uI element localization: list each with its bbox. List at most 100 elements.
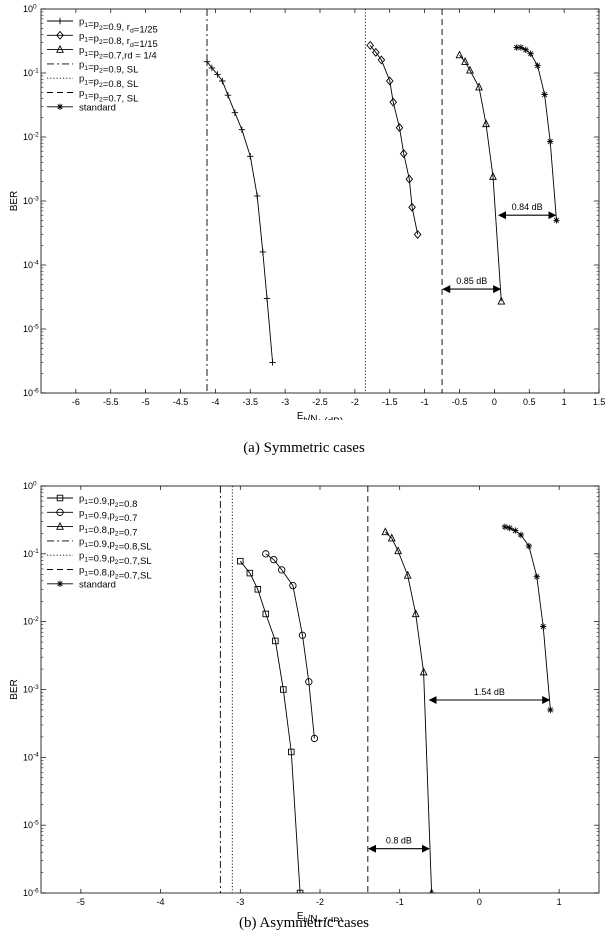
legend-label-4: p1=p2=0.8, SL	[79, 74, 138, 90]
data-point-6	[501, 523, 509, 531]
data-point-6	[517, 531, 525, 539]
data-point-0	[231, 109, 239, 116]
series-line-6	[504, 526, 551, 710]
y-tick-label: 10-5	[23, 820, 39, 831]
x-tick-label: -5.5	[103, 397, 119, 407]
y-tick-label: 10-3	[23, 195, 39, 206]
y-tick-label: 10-6	[23, 387, 39, 398]
x-tick-label: -4	[157, 897, 165, 907]
x-tick-label: -4.5	[173, 397, 189, 407]
x-tick-label: -0.5	[452, 397, 468, 407]
data-point-6	[513, 44, 520, 51]
data-point-2	[429, 888, 434, 893]
annotation-label-0: 0.84 dB	[512, 202, 543, 212]
legend-label-6: standard	[79, 102, 116, 113]
data-point-0	[263, 295, 271, 302]
data-point-2	[403, 570, 412, 579]
x-tick-label: -5	[77, 897, 85, 907]
data-point-0	[259, 248, 267, 256]
series-line-2	[385, 531, 433, 893]
y-tick-label: 10-4	[23, 752, 39, 763]
legend-label-0: p1=0.9,p2=0.8	[79, 494, 137, 510]
series-line-0	[239, 560, 301, 893]
x-axis-label: Eb/N0 (dB)	[297, 911, 343, 922]
x-tick-label: 0.5	[523, 397, 536, 407]
data-point-6	[512, 527, 519, 534]
chart-b: -5 -4 -3 -2 -1 0 1 10-6 10-5 10-4 10-3 10-2 10-1 100 E…	[9, 480, 600, 922]
y-tick-label: 10-6	[23, 887, 39, 898]
legend-marker-1	[56, 30, 64, 40]
data-point-1	[408, 202, 416, 212]
legend-label-1: p1=p2=0.8, rd=1/15	[79, 31, 158, 50]
series-line-6	[516, 47, 557, 221]
data-point-1	[289, 581, 297, 590]
legend-label-0: p1=p2=0.9, rd=1/25	[79, 17, 158, 36]
data-point-1	[377, 55, 386, 65]
data-point-0	[254, 192, 261, 200]
data-point-0	[237, 557, 244, 565]
data-point-1	[262, 550, 270, 558]
legend-marker-0	[56, 494, 64, 502]
data-point-0	[246, 569, 254, 577]
data-point-1	[372, 47, 380, 57]
x-axis-label: Eb/N0 (dB)	[297, 411, 343, 420]
x-tick-label: 1	[562, 397, 567, 407]
data-point-0	[247, 153, 254, 160]
data-point-1	[413, 229, 422, 239]
data-point-6	[541, 91, 548, 98]
annotation-label-0: 1.54 dB	[474, 687, 505, 697]
data-point-2	[461, 57, 470, 65]
x-tick-label: -2.5	[312, 397, 328, 407]
legend-label-3: p1=p2=0.9, SL	[79, 59, 138, 75]
y-tick-label: 10-2	[23, 131, 39, 142]
y-tick-label: 10-3	[23, 684, 39, 695]
x-tick-label: -5	[142, 397, 150, 407]
data-point-1	[298, 631, 307, 639]
data-point-1	[278, 566, 286, 574]
x-tick-label: -1.5	[382, 397, 398, 407]
legend: p1=0.9,p2=0.8p1=0.9,p2=0.7p1=0.8,p2=0.7 p…	[47, 494, 152, 590]
x-tick-label: -1	[396, 897, 404, 907]
data-point-1	[405, 174, 414, 184]
series-line-2	[459, 54, 502, 302]
data-point-2	[419, 667, 428, 676]
x-tick-label: -4	[211, 397, 219, 407]
data-point-2	[455, 50, 464, 59]
data-point-2	[497, 296, 506, 305]
legend-label-1: p1=0.9,p2=0.7	[79, 508, 137, 524]
legend-marker-2	[56, 44, 64, 53]
series-line-1	[265, 553, 315, 739]
y-tick-label: 10-1	[23, 548, 39, 559]
x-tick-label: -3	[281, 397, 289, 407]
y-tick-label: 10-2	[23, 616, 39, 627]
y-tick-label: 10-1	[23, 67, 39, 78]
legend-label-4: p1=0.9,p2=0.7,SL	[79, 551, 152, 567]
data-point-0	[269, 359, 276, 366]
x-tick-label: 1.5	[593, 397, 606, 407]
x-tick-label: 1	[557, 897, 562, 907]
legend-marker-6	[56, 580, 64, 587]
data-point-1	[389, 97, 398, 107]
data-point-6	[533, 573, 541, 580]
caption-a: (a) Symmetric cases	[243, 440, 365, 456]
data-point-2	[381, 527, 390, 536]
legend-label-5: p1=0.8,p2=0.7,SL	[79, 565, 152, 581]
legend-label-2: p1=p2=0.7,rd = 1/4	[79, 45, 157, 61]
data-point-0	[262, 610, 270, 618]
data-point-6	[534, 62, 541, 69]
legend-marker-6	[56, 103, 64, 110]
legend-label-2: p1=0.8,p2=0.7	[79, 522, 137, 538]
legend-marker-2	[56, 521, 64, 530]
chart-a: -6 -5.5 -5 -4.5 -4 -3.5 -3 -2.5 -2 -1.5 -1 -0.5 0 0.5…	[9, 3, 606, 420]
data-point-6	[525, 542, 533, 550]
data-point-2	[482, 119, 490, 128]
data-point-6	[540, 623, 547, 630]
data-point-0	[296, 889, 304, 893]
data-point-6	[527, 50, 534, 57]
legend-marker-1	[56, 508, 64, 516]
data-point-2	[466, 65, 474, 74]
x-tick-label: 0	[492, 397, 497, 407]
x-tick-label: -2	[351, 397, 359, 407]
legend-label-6: standard	[79, 579, 116, 590]
data-point-2	[489, 171, 497, 180]
